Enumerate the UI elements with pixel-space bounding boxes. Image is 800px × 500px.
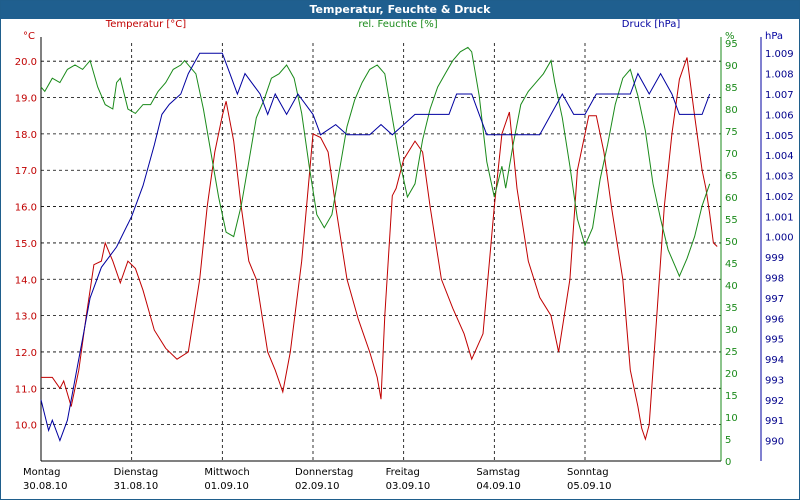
temperature-tick: 10.0	[15, 421, 37, 432]
pressure-tick: 1.008	[765, 70, 794, 81]
humidity-tick: 5	[725, 435, 731, 446]
pressure-tick: 999	[765, 253, 784, 264]
humidity-tick: 80	[725, 105, 738, 116]
pressure-unit: hPa	[765, 31, 783, 42]
temperature-series-line	[41, 57, 718, 441]
day-label: Mittwoch	[204, 467, 249, 478]
series	[40, 46, 718, 443]
humidity-tick: 60	[725, 193, 738, 204]
temperature-tick: 18.0	[15, 130, 37, 141]
date-label: 31.08.10	[114, 481, 159, 492]
temperature-tick: 20.0	[15, 57, 37, 68]
pressure-tick: 993	[765, 375, 784, 386]
date-label: 04.09.10	[476, 481, 521, 492]
window-title: Temperatur, Feuchte & Druck	[1, 1, 799, 19]
humidity-tick: 95	[725, 39, 738, 50]
pressure-series-line	[40, 52, 711, 443]
date-label: 03.09.10	[386, 481, 431, 492]
humidity-tick: 65	[725, 171, 738, 182]
humidity-tick: 25	[725, 347, 738, 358]
temperature-tick: 19.0	[15, 94, 37, 105]
humidity-tick: 55	[725, 215, 738, 226]
pressure-tick: 998	[765, 273, 784, 284]
humidity-tick: 0	[725, 457, 731, 468]
humidity-tick: 15	[725, 391, 738, 402]
pressure-tick: 997	[765, 294, 784, 305]
temperature-tick: 14.0	[15, 275, 37, 286]
day-label: Montag	[23, 467, 60, 478]
pressure-tick: 991	[765, 416, 784, 427]
grid	[40, 43, 721, 461]
day-label: Freitag	[386, 467, 420, 478]
temperature-series-label: Temperatur [°C]	[105, 19, 186, 30]
pressure-tick: 1.001	[765, 212, 794, 223]
humidity-tick: 35	[725, 303, 738, 314]
humidity-unit: %	[725, 31, 735, 42]
temperature-tick: 11.0	[15, 384, 37, 395]
temperature-tick: 13.0	[15, 312, 37, 323]
axes	[40, 37, 762, 462]
humidity-tick: 50	[725, 237, 738, 248]
humidity-tick: 75	[725, 127, 738, 138]
temperature-tick: 16.0	[15, 203, 37, 214]
pressure-tick: 1.006	[765, 110, 794, 121]
day-label: Sonntag	[567, 467, 609, 478]
humidity-series-label: rel. Feuchte [%]	[358, 19, 437, 30]
pressure-tick: 1.005	[765, 131, 794, 142]
chart: Montag30.08.10Dienstag31.08.10Mittwoch01…	[15, 19, 794, 492]
temperature-tick: 15.0	[15, 239, 37, 250]
date-label: 02.09.10	[295, 481, 340, 492]
day-label: Donnerstag	[295, 467, 353, 478]
temperature-tick: 12.0	[15, 348, 37, 359]
day-label: Dienstag	[114, 467, 159, 478]
labels: Montag30.08.10Dienstag31.08.10Mittwoch01…	[15, 19, 794, 492]
humidity-tick: 30	[725, 325, 738, 336]
humidity-tick: 10	[725, 413, 738, 424]
pressure-tick: 995	[765, 335, 784, 346]
pressure-series-label: Druck [hPa]	[622, 19, 681, 30]
date-label: 30.08.10	[23, 481, 68, 492]
pressure-tick: 1.009	[765, 49, 794, 60]
pressure-tick: 996	[765, 314, 784, 325]
pressure-tick: 1.003	[765, 172, 794, 183]
pressure-tick: 1.007	[765, 90, 794, 101]
humidity-series-line	[40, 46, 711, 278]
pressure-tick: 994	[765, 355, 784, 366]
day-label: Samstag	[476, 467, 520, 478]
pressure-tick: 1.002	[765, 192, 794, 203]
humidity-tick: 85	[725, 83, 738, 94]
pressure-tick: 1.000	[765, 233, 794, 244]
date-label: 01.09.10	[204, 481, 249, 492]
humidity-tick: 70	[725, 149, 738, 160]
humidity-tick: 45	[725, 259, 738, 270]
date-label: 05.09.10	[567, 481, 612, 492]
humidity-tick: 20	[725, 369, 738, 380]
humidity-tick: 40	[725, 281, 738, 292]
temperature-unit: °C	[23, 31, 35, 42]
humidity-tick: 90	[725, 61, 738, 72]
pressure-tick: 992	[765, 396, 784, 407]
pressure-tick: 1.004	[765, 151, 794, 162]
temperature-tick: 17.0	[15, 166, 37, 177]
pressure-tick: 990	[765, 437, 784, 448]
